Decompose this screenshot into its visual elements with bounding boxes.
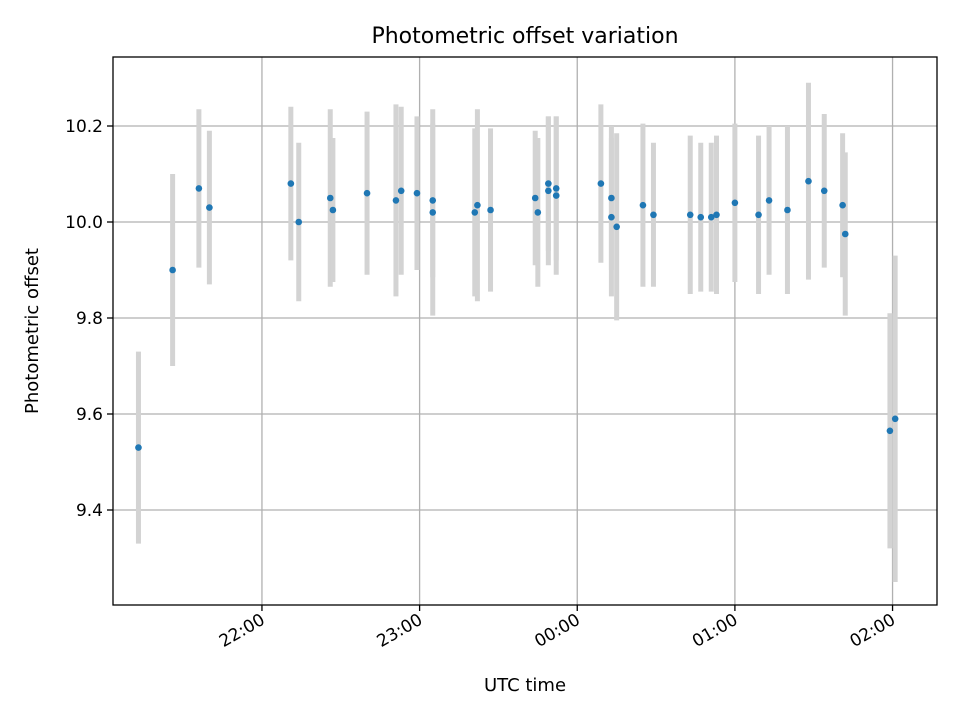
data-point	[597, 180, 605, 187]
data-point	[326, 194, 334, 202]
data-point	[707, 213, 715, 221]
data-point	[805, 177, 812, 185]
x-tick-label: 22:00	[216, 610, 268, 652]
data-point	[429, 209, 437, 216]
x-tick-label: 00:00	[531, 610, 583, 652]
data-point	[552, 185, 560, 192]
y-tick-label: 9.4	[76, 501, 103, 521]
data-point	[471, 209, 479, 216]
data-point	[545, 187, 552, 195]
data-point	[731, 199, 739, 207]
data-point	[413, 189, 421, 197]
data-point	[713, 211, 720, 219]
data-point	[552, 192, 560, 199]
data-point	[135, 444, 142, 451]
data-point	[295, 218, 303, 226]
data-point	[363, 189, 371, 197]
data-point	[839, 201, 846, 209]
data-point	[608, 194, 615, 202]
data-point	[686, 211, 694, 219]
data-point	[639, 201, 647, 209]
data-point	[697, 213, 705, 221]
data-layer	[135, 82, 899, 582]
grid	[113, 57, 937, 605]
data-point	[608, 213, 615, 221]
data-point	[534, 209, 542, 216]
tick-layer: 22:00 23:00 00:00 01:00 02:00 9.4 9.6 9.8 10.0 10…	[65, 117, 899, 652]
data-point	[329, 206, 337, 214]
y-axis-label: Photometric offset	[22, 248, 43, 414]
y-tick-label: 9.8	[76, 309, 103, 329]
data-point	[841, 230, 849, 238]
x-tick-label: 01:00	[689, 610, 741, 652]
data-point	[195, 185, 203, 192]
data-point	[886, 427, 894, 435]
y-tick-label: 10.0	[65, 213, 103, 233]
x-tick-label: 23:00	[374, 610, 426, 652]
data-point	[392, 197, 400, 204]
data-point	[650, 211, 657, 219]
data-point	[487, 206, 494, 214]
data-point	[474, 201, 481, 209]
x-tick-label: 02:00	[847, 610, 899, 652]
data-point	[755, 211, 762, 219]
data-point	[531, 194, 539, 202]
chart-title: Photometric offset variation	[371, 24, 678, 49]
data-point	[545, 180, 552, 187]
data-point	[891, 415, 899, 423]
y-tick-label: 10.2	[65, 117, 103, 137]
plot-frame	[112, 56, 938, 606]
data-point	[287, 180, 295, 187]
data-point	[765, 197, 773, 204]
data-point	[784, 206, 791, 214]
data-point	[429, 197, 437, 204]
data-point	[169, 266, 176, 274]
data-point	[613, 223, 620, 231]
data-point	[206, 204, 213, 211]
x-axis-label: UTC time	[484, 675, 566, 696]
data-point	[820, 187, 828, 195]
y-tick-label: 9.6	[76, 405, 103, 425]
data-point	[397, 187, 405, 195]
